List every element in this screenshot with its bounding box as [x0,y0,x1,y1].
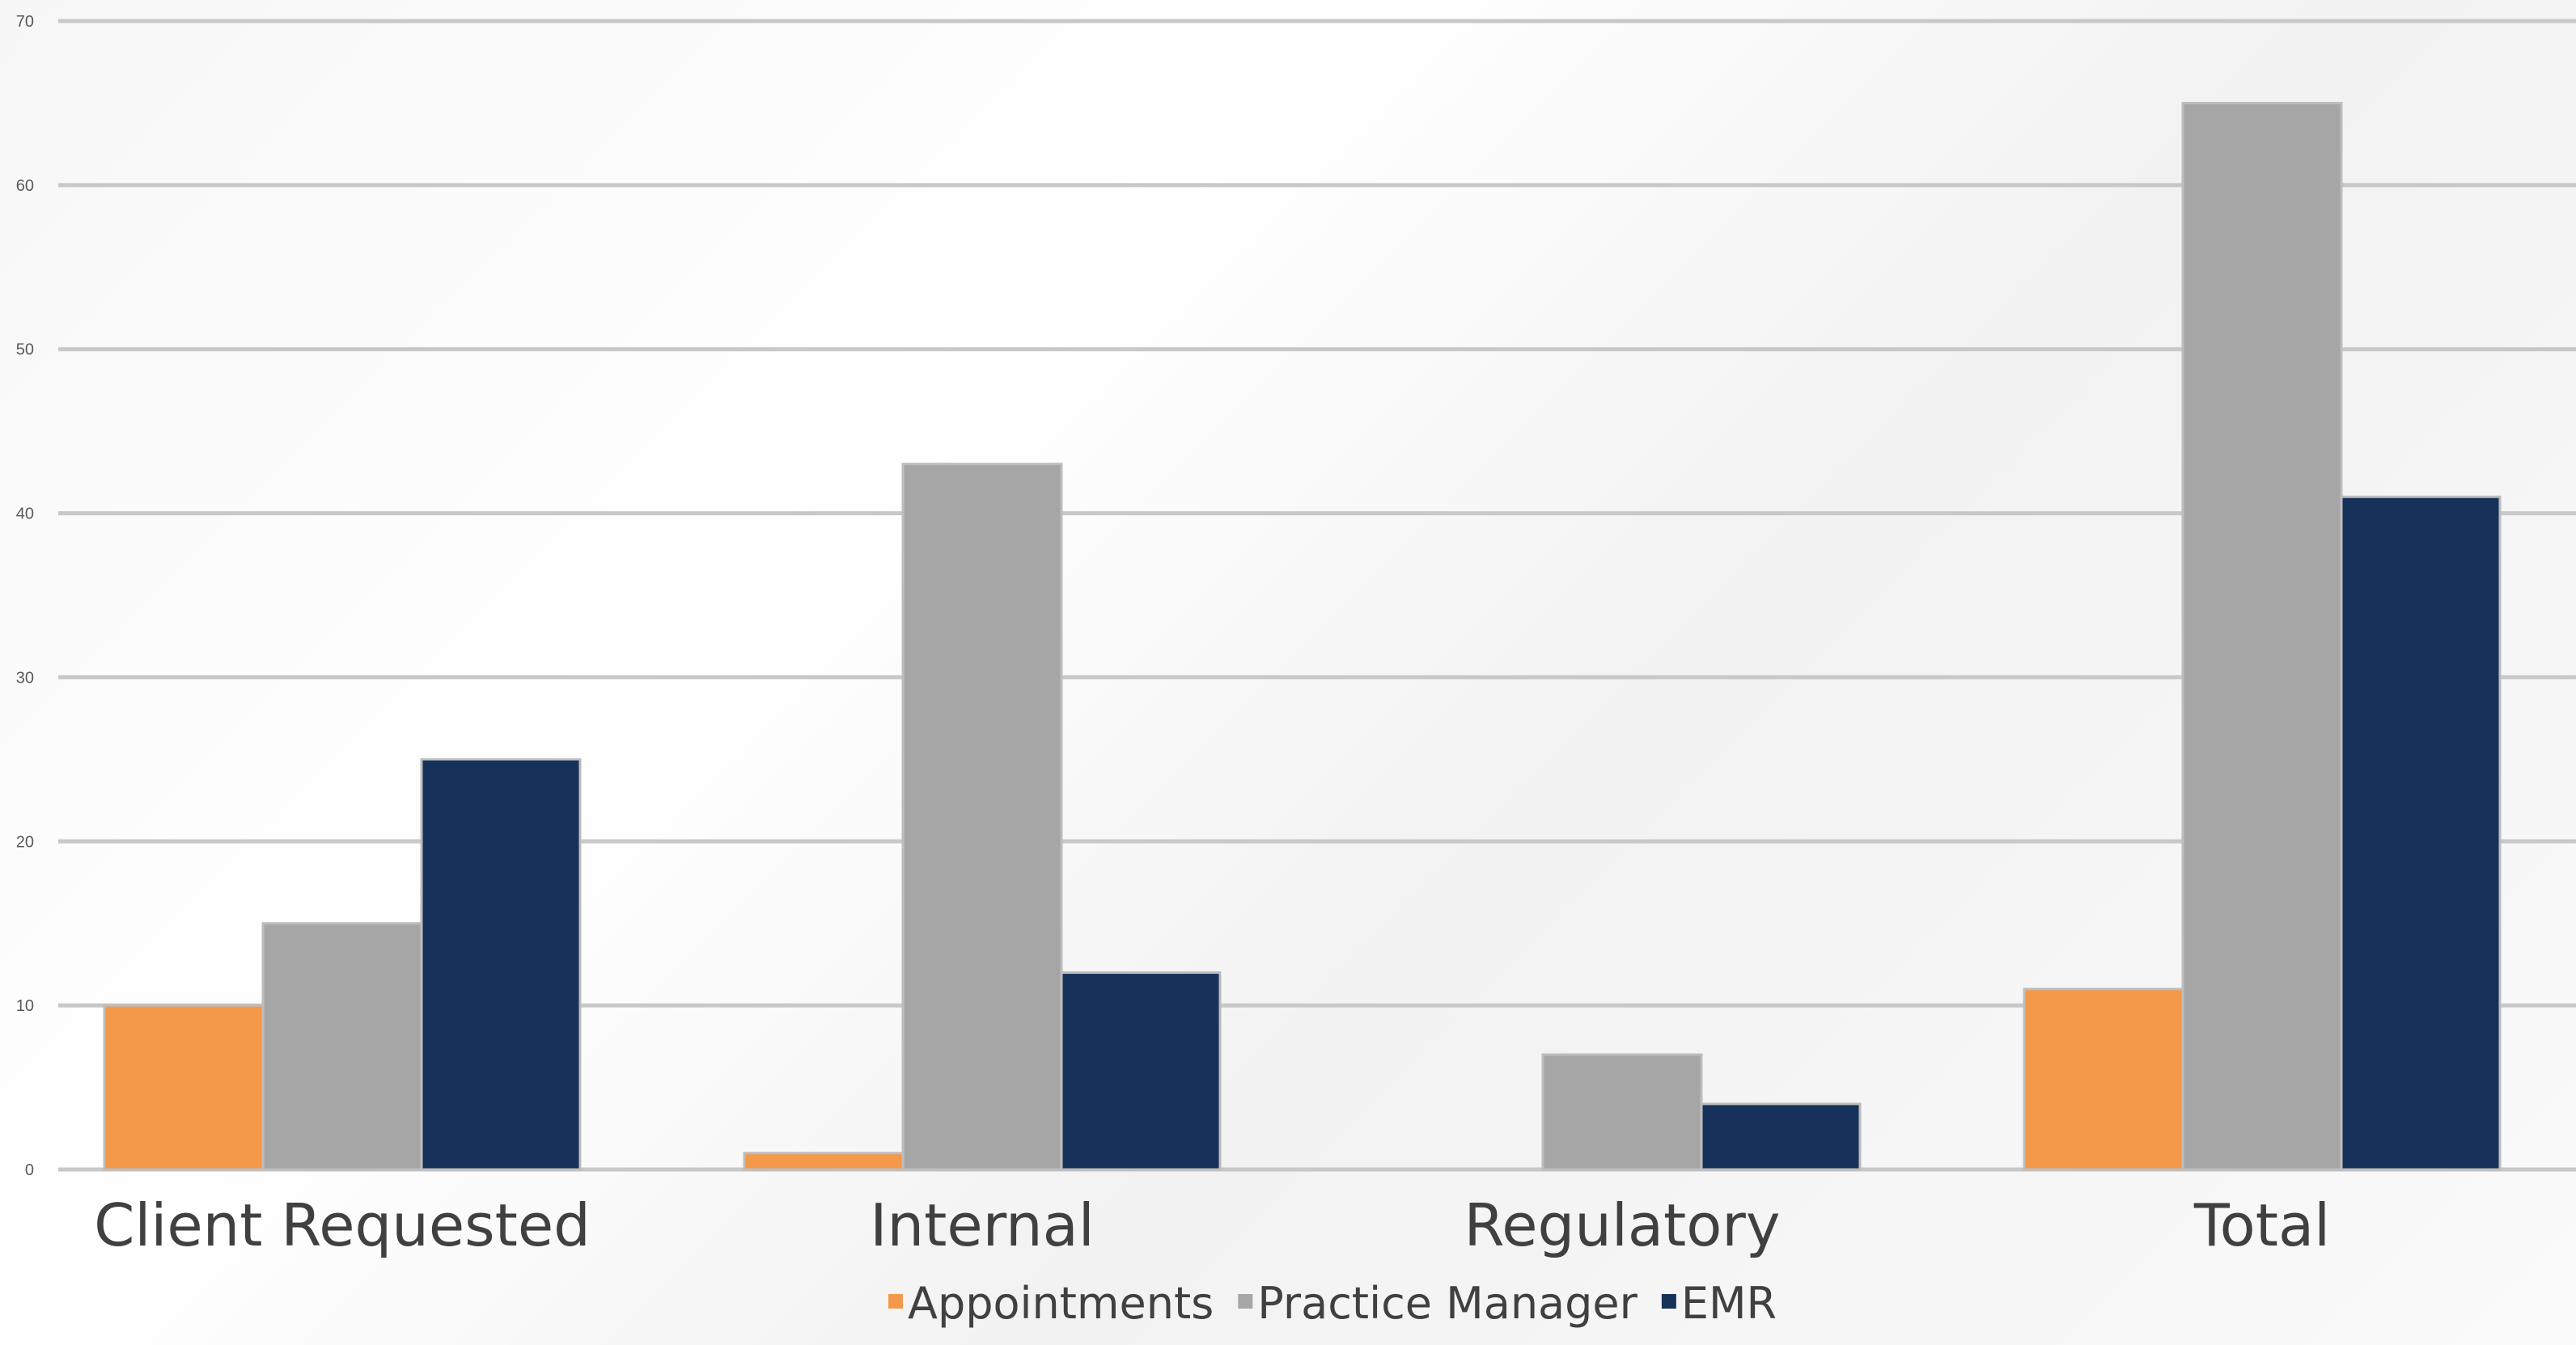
bar-emr [1700,1102,1862,1171]
bar-practice-manager [1541,1053,1703,1171]
y-tick-label: 30 [16,669,34,687]
bar-emr [2340,495,2502,1171]
bar-practice-manager [2181,101,2343,1171]
legend: Appointments Practice Manager EMR [888,1278,1777,1329]
bar-appointments [2023,988,2184,1171]
bar-practice-manager [901,463,1063,1171]
x-tick-label: Regulatory [1464,1191,1780,1259]
legend-swatch [1661,1294,1676,1309]
y-tick-label: 50 [16,341,34,359]
x-tick-label: Client Requested [94,1191,591,1259]
y-tick-label: 20 [16,833,34,851]
legend-swatch [888,1294,903,1309]
y-tick-label: 10 [16,997,34,1015]
y-tick-label: 70 [16,13,34,31]
x-axis-labels: Client Requested Internal Regulatory Total [94,1191,2330,1259]
x-tick-label: Total [2193,1191,2330,1259]
legend-entry: Appointments [908,1278,1214,1329]
bar-appointments [743,1152,905,1171]
y-axis-ticks: 0 10 20 30 40 50 60 70 [16,13,34,1179]
y-tick-label: 40 [16,505,34,523]
y-tick-label: 60 [16,177,34,195]
legend-entry: Practice Manager [1257,1278,1638,1329]
bar-appointments [103,1004,265,1171]
legend-entry: EMR [1681,1278,1777,1329]
bars [103,101,2502,1171]
bar-practice-manager [261,922,423,1171]
bar-emr [1060,971,1222,1171]
x-tick-label: Internal [870,1191,1095,1259]
y-tick-label: 0 [25,1161,34,1179]
legend-swatch [1238,1294,1253,1309]
bar-emr [420,758,582,1171]
